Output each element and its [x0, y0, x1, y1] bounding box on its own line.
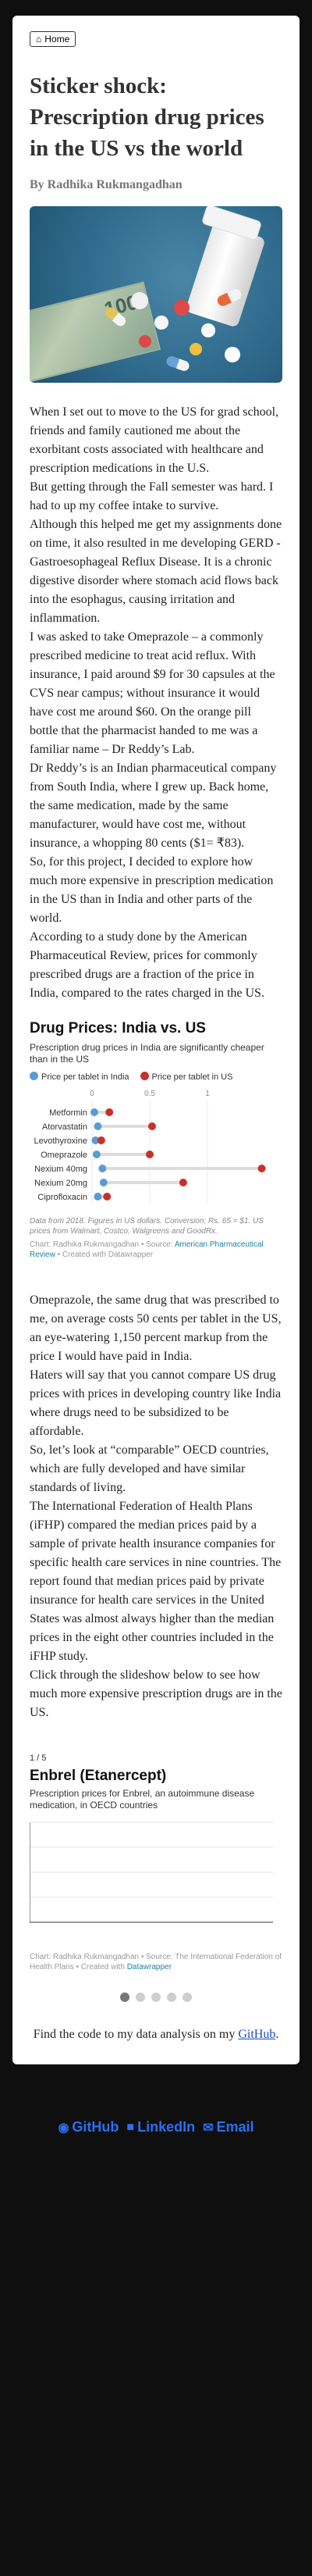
x-tick-label: 0.5 — [144, 1090, 155, 1098]
footer-linkedin-link[interactable]: ■ LinkedIn — [126, 2119, 196, 2135]
india-price-dot — [91, 1136, 100, 1144]
paragraph: When I set out to move to the US for gra… — [30, 405, 279, 475]
paragraph: Although this helped me get my assignmen… — [30, 518, 282, 625]
chart-credit: Chart: Radhika Rukmangadhan • Source: Am… — [30, 1240, 264, 1259]
category-label: Nexium 20mg — [34, 1179, 87, 1188]
x-tick-label: 0 — [90, 1090, 94, 1098]
datawrapper-link[interactable]: Datawrapper — [126, 1963, 172, 1971]
pill-graphic — [174, 300, 190, 316]
x-tick-label: 1 — [205, 1090, 210, 1098]
slide-dot-1[interactable] — [120, 1993, 129, 2002]
chart-notes: Data from 2018. Figures in US dollars. C… — [30, 1217, 264, 1236]
legend-item-us: Price per tablet in US — [140, 1072, 232, 1082]
slide-counter: 1 / 5 — [30, 1754, 47, 1763]
us-price-dot — [146, 1151, 154, 1158]
slide-source: The International Federation of Health P… — [30, 1953, 282, 1971]
us-price-dot — [257, 1165, 266, 1172]
slide-dot-3[interactable] — [151, 1993, 161, 2002]
pill-graphic — [154, 316, 168, 330]
category-label: Atorvastatin — [42, 1122, 87, 1132]
india-price-dot — [92, 1151, 101, 1158]
dot-range-chart: 0 0.5 1 Metformin Atorvastatin Levothyroxine O… — [34, 1090, 266, 1204]
paragraph: I was asked to take Omeprazole – a commo… — [30, 630, 275, 756]
slideshow-dots — [30, 1993, 282, 2002]
article-body-part2: Omeprazole, the same drug that was presc… — [30, 1291, 282, 1722]
paragraph: Haters will say that you cannot compare … — [30, 1368, 282, 1438]
pill-graphic — [201, 323, 215, 337]
paragraph: Click through the slideshow below to see… — [30, 1668, 282, 1719]
paragraph: So, for this project, I decided to explo… — [30, 855, 274, 925]
us-price-dot — [97, 1136, 105, 1144]
article-body-part1: When I set out to move to the US for gra… — [30, 403, 282, 1003]
us-price-dot — [179, 1179, 187, 1186]
drug-price-chart: Drug Prices: India vs. US Prescription d… — [30, 1020, 282, 1260]
category-label: Ciprofloxacin — [37, 1193, 87, 1202]
us-price-dot — [103, 1193, 112, 1201]
slide-title: Enbrel (Etanercept) — [30, 1768, 167, 1784]
slide-chart-area — [30, 1821, 273, 1923]
pill-graphic — [190, 343, 202, 355]
india-price-dot — [98, 1165, 107, 1172]
footer-links: ◉ GitHub ■ LinkedIn ✉ Email — [12, 2119, 300, 2135]
us-price-dot — [105, 1108, 114, 1116]
category-label: Levothyroxine — [34, 1136, 88, 1146]
legend-item-india: Price per tablet in India — [30, 1072, 129, 1082]
chart-legend: Price per tablet in India Price per tabl… — [30, 1072, 282, 1082]
paragraph: According to a study done by the America… — [30, 930, 264, 1000]
paragraph: But getting through the Fall semester wa… — [30, 480, 274, 512]
category-label: Nexium 40mg — [34, 1165, 87, 1174]
code-note: Find the code to my data analysis on my … — [33, 2028, 279, 2041]
home-button-label: Home — [44, 34, 70, 45]
capsule-graphic — [165, 355, 191, 373]
slide-dot-4[interactable] — [167, 1993, 176, 2002]
home-button[interactable]: ⌂ Home — [30, 31, 76, 47]
category-label: Metformin — [49, 1108, 87, 1118]
github-icon: ◉ — [58, 2121, 69, 2135]
slide-description: Prescription prices for Enbrel, an autoi… — [30, 1788, 255, 1811]
pill-graphic — [225, 347, 240, 362]
paragraph: So, let’s look at “comparable” OECD coun… — [30, 1443, 269, 1494]
us-price-dot — [147, 1122, 156, 1130]
home-icon: ⌂ — [36, 34, 42, 45]
chart-source-link[interactable]: American Pharmaceutical Review — [30, 1240, 264, 1259]
paragraph: The International Federation of Health P… — [30, 1500, 282, 1663]
pill-graphic — [139, 335, 151, 348]
slide-credit: Chart: Radhika Rukmangadhan • Source: Th… — [30, 1953, 282, 1971]
footer-github-link[interactable]: ◉ GitHub — [58, 2119, 119, 2135]
india-price-dot — [94, 1122, 102, 1130]
india-price-dot — [94, 1193, 102, 1201]
email-icon: ✉ — [203, 2121, 214, 2135]
chart-description: Prescription drug prices in India are si… — [30, 1042, 264, 1065]
slideshow-chart: 1 / 5 Enbrel (Etanercept) Prescription p… — [30, 1754, 282, 2002]
hero-image: 100 — [30, 206, 282, 383]
category-label: Omeprazole — [41, 1151, 87, 1160]
article-card: ⌂ Home Sticker shock: Prescription drug … — [12, 16, 300, 2064]
india-price-dot — [99, 1179, 108, 1186]
slide-dot-2[interactable] — [136, 1993, 145, 2002]
article-byline: By Radhika Rukmangadhan — [30, 178, 183, 191]
article-title: Sticker shock: Prescription drug prices … — [30, 73, 264, 161]
github-code-link[interactable]: GitHub — [238, 2028, 276, 2041]
slide-dot-5[interactable] — [183, 1993, 192, 2002]
footer-email-link[interactable]: ✉ Email — [203, 2119, 254, 2135]
pill-graphic — [131, 292, 148, 309]
chart-title: Drug Prices: India vs. US — [30, 1020, 206, 1036]
paragraph: Dr Reddy’s is an Indian pharmaceutical c… — [30, 762, 277, 850]
paragraph: Omeprazole, the same drug that was presc… — [30, 1293, 282, 1363]
india-price-dot — [90, 1108, 98, 1116]
linkedin-icon: ■ — [126, 2120, 135, 2134]
